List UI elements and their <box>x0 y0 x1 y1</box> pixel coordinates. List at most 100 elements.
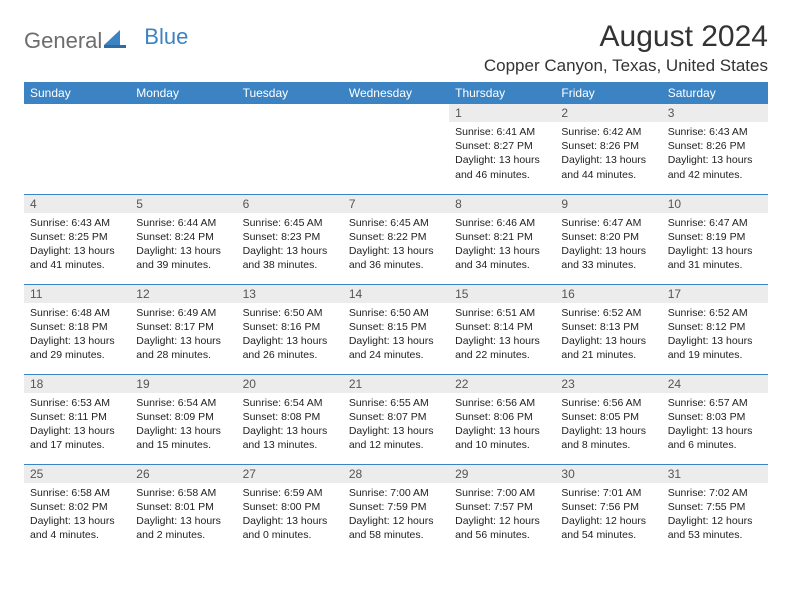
calendar-cell: 20Sunrise: 6:54 AMSunset: 8:08 PMDayligh… <box>237 374 343 464</box>
calendar-cell: 31Sunrise: 7:02 AMSunset: 7:55 PMDayligh… <box>662 464 768 554</box>
day-sunset: Sunset: 8:19 PM <box>668 230 762 244</box>
day-sunset: Sunset: 8:22 PM <box>349 230 443 244</box>
day-body: Sunrise: 6:48 AMSunset: 8:18 PMDaylight:… <box>24 303 130 367</box>
calendar-cell: 6Sunrise: 6:45 AMSunset: 8:23 PMDaylight… <box>237 194 343 284</box>
day-body: Sunrise: 6:47 AMSunset: 8:19 PMDaylight:… <box>662 213 768 277</box>
day-sunset: Sunset: 8:16 PM <box>243 320 337 334</box>
day-sunrise: Sunrise: 6:51 AM <box>455 306 549 320</box>
calendar-cell: 21Sunrise: 6:55 AMSunset: 8:07 PMDayligh… <box>343 374 449 464</box>
day-daylight: Daylight: 13 hours and 19 minutes. <box>668 334 762 362</box>
day-sunrise: Sunrise: 6:58 AM <box>136 486 230 500</box>
weekday-header: Saturday <box>662 82 768 104</box>
calendar-cell: 14Sunrise: 6:50 AMSunset: 8:15 PMDayligh… <box>343 284 449 374</box>
calendar-cell: 27Sunrise: 6:59 AMSunset: 8:00 PMDayligh… <box>237 464 343 554</box>
day-body: Sunrise: 6:47 AMSunset: 8:20 PMDaylight:… <box>555 213 661 277</box>
day-daylight: Daylight: 13 hours and 41 minutes. <box>30 244 124 272</box>
day-sunset: Sunset: 8:02 PM <box>30 500 124 514</box>
calendar-cell: 11Sunrise: 6:48 AMSunset: 8:18 PMDayligh… <box>24 284 130 374</box>
day-sunrise: Sunrise: 7:02 AM <box>668 486 762 500</box>
day-number: 22 <box>449 375 555 393</box>
day-number: 7 <box>343 195 449 213</box>
day-daylight: Daylight: 13 hours and 46 minutes. <box>455 153 549 181</box>
calendar-row: 1Sunrise: 6:41 AMSunset: 8:27 PMDaylight… <box>24 104 768 194</box>
day-daylight: Daylight: 13 hours and 39 minutes. <box>136 244 230 272</box>
day-number: 2 <box>555 104 661 122</box>
day-daylight: Daylight: 12 hours and 58 minutes. <box>349 514 443 542</box>
day-number: 9 <box>555 195 661 213</box>
day-number: 31 <box>662 465 768 483</box>
calendar-table: SundayMondayTuesdayWednesdayThursdayFrid… <box>24 82 768 554</box>
weekday-header: Thursday <box>449 82 555 104</box>
day-body: Sunrise: 7:02 AMSunset: 7:55 PMDaylight:… <box>662 483 768 547</box>
day-sunrise: Sunrise: 7:01 AM <box>561 486 655 500</box>
day-body: Sunrise: 6:59 AMSunset: 8:00 PMDaylight:… <box>237 483 343 547</box>
day-sunrise: Sunrise: 6:56 AM <box>561 396 655 410</box>
day-body: Sunrise: 6:44 AMSunset: 8:24 PMDaylight:… <box>130 213 236 277</box>
day-body: Sunrise: 6:50 AMSunset: 8:15 PMDaylight:… <box>343 303 449 367</box>
day-number: 8 <box>449 195 555 213</box>
day-daylight: Daylight: 12 hours and 53 minutes. <box>668 514 762 542</box>
calendar-cell: 1Sunrise: 6:41 AMSunset: 8:27 PMDaylight… <box>449 104 555 194</box>
weekday-header: Sunday <box>24 82 130 104</box>
calendar-cell: 10Sunrise: 6:47 AMSunset: 8:19 PMDayligh… <box>662 194 768 284</box>
calendar-cell <box>343 104 449 194</box>
calendar-cell: 13Sunrise: 6:50 AMSunset: 8:16 PMDayligh… <box>237 284 343 374</box>
calendar-cell: 30Sunrise: 7:01 AMSunset: 7:56 PMDayligh… <box>555 464 661 554</box>
day-sunset: Sunset: 7:55 PM <box>668 500 762 514</box>
day-daylight: Daylight: 13 hours and 4 minutes. <box>30 514 124 542</box>
day-sunrise: Sunrise: 6:55 AM <box>349 396 443 410</box>
day-number: 3 <box>662 104 768 122</box>
calendar-cell: 18Sunrise: 6:53 AMSunset: 8:11 PMDayligh… <box>24 374 130 464</box>
day-number: 10 <box>662 195 768 213</box>
day-sunrise: Sunrise: 6:52 AM <box>668 306 762 320</box>
day-sunrise: Sunrise: 6:46 AM <box>455 216 549 230</box>
day-daylight: Daylight: 12 hours and 56 minutes. <box>455 514 549 542</box>
day-sunset: Sunset: 8:23 PM <box>243 230 337 244</box>
calendar-cell: 12Sunrise: 6:49 AMSunset: 8:17 PMDayligh… <box>130 284 236 374</box>
day-sunrise: Sunrise: 6:44 AM <box>136 216 230 230</box>
day-body: Sunrise: 6:46 AMSunset: 8:21 PMDaylight:… <box>449 213 555 277</box>
day-number: 5 <box>130 195 236 213</box>
day-daylight: Daylight: 13 hours and 34 minutes. <box>455 244 549 272</box>
day-sunset: Sunset: 7:57 PM <box>455 500 549 514</box>
day-sunset: Sunset: 8:21 PM <box>455 230 549 244</box>
calendar-cell: 23Sunrise: 6:56 AMSunset: 8:05 PMDayligh… <box>555 374 661 464</box>
day-sunset: Sunset: 8:00 PM <box>243 500 337 514</box>
day-daylight: Daylight: 13 hours and 8 minutes. <box>561 424 655 452</box>
day-body: Sunrise: 6:45 AMSunset: 8:22 PMDaylight:… <box>343 213 449 277</box>
day-body: Sunrise: 6:52 AMSunset: 8:12 PMDaylight:… <box>662 303 768 367</box>
day-daylight: Daylight: 13 hours and 44 minutes. <box>561 153 655 181</box>
calendar-cell: 29Sunrise: 7:00 AMSunset: 7:57 PMDayligh… <box>449 464 555 554</box>
day-number: 15 <box>449 285 555 303</box>
day-sunset: Sunset: 8:12 PM <box>668 320 762 334</box>
day-daylight: Daylight: 12 hours and 54 minutes. <box>561 514 655 542</box>
day-sunset: Sunset: 7:56 PM <box>561 500 655 514</box>
day-body: Sunrise: 6:54 AMSunset: 8:08 PMDaylight:… <box>237 393 343 457</box>
day-sunset: Sunset: 8:08 PM <box>243 410 337 424</box>
day-sunrise: Sunrise: 6:59 AM <box>243 486 337 500</box>
day-sunset: Sunset: 8:06 PM <box>455 410 549 424</box>
day-sunset: Sunset: 8:11 PM <box>30 410 124 424</box>
calendar-cell: 15Sunrise: 6:51 AMSunset: 8:14 PMDayligh… <box>449 284 555 374</box>
day-sunset: Sunset: 8:26 PM <box>668 139 762 153</box>
calendar-cell: 2Sunrise: 6:42 AMSunset: 8:26 PMDaylight… <box>555 104 661 194</box>
day-daylight: Daylight: 13 hours and 21 minutes. <box>561 334 655 362</box>
calendar-cell: 5Sunrise: 6:44 AMSunset: 8:24 PMDaylight… <box>130 194 236 284</box>
day-daylight: Daylight: 13 hours and 0 minutes. <box>243 514 337 542</box>
day-sunrise: Sunrise: 6:52 AM <box>561 306 655 320</box>
day-sunrise: Sunrise: 7:00 AM <box>349 486 443 500</box>
day-sunset: Sunset: 8:09 PM <box>136 410 230 424</box>
day-sunrise: Sunrise: 6:45 AM <box>243 216 337 230</box>
day-sunrise: Sunrise: 6:48 AM <box>30 306 124 320</box>
calendar-cell: 26Sunrise: 6:58 AMSunset: 8:01 PMDayligh… <box>130 464 236 554</box>
day-number: 19 <box>130 375 236 393</box>
calendar-cell: 25Sunrise: 6:58 AMSunset: 8:02 PMDayligh… <box>24 464 130 554</box>
day-sunset: Sunset: 8:18 PM <box>30 320 124 334</box>
day-sunrise: Sunrise: 6:56 AM <box>455 396 549 410</box>
day-daylight: Daylight: 13 hours and 31 minutes. <box>668 244 762 272</box>
day-body: Sunrise: 6:56 AMSunset: 8:06 PMDaylight:… <box>449 393 555 457</box>
day-body: Sunrise: 6:53 AMSunset: 8:11 PMDaylight:… <box>24 393 130 457</box>
day-number: 17 <box>662 285 768 303</box>
calendar-cell: 24Sunrise: 6:57 AMSunset: 8:03 PMDayligh… <box>662 374 768 464</box>
day-body: Sunrise: 6:42 AMSunset: 8:26 PMDaylight:… <box>555 122 661 186</box>
